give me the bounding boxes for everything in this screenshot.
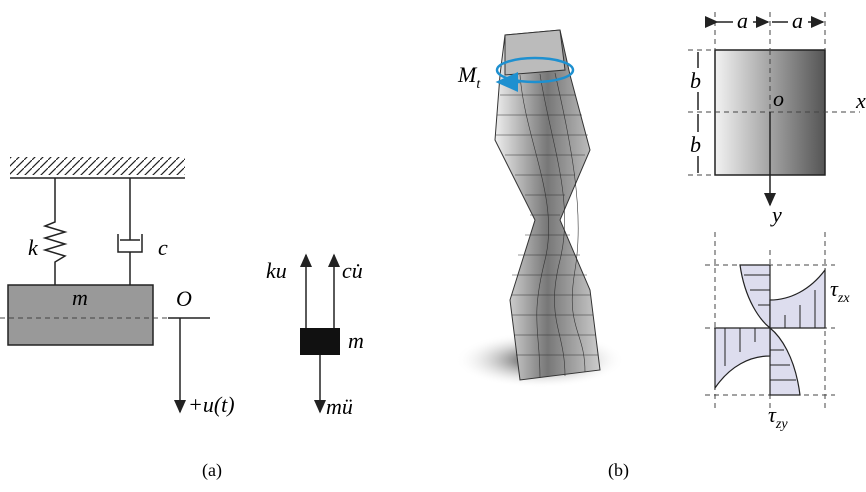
displacement-label: +u(t): [188, 392, 235, 417]
origin-label: o: [773, 86, 784, 111]
damper-force-label: cu̇: [342, 258, 363, 283]
stress-zy-label: τzy: [768, 402, 788, 432]
spring: [45, 178, 65, 285]
ceiling-hatch: [10, 157, 185, 175]
free-body-mass-label: m: [348, 328, 364, 353]
free-body-mass: [300, 328, 340, 355]
damper-label: c: [158, 235, 168, 260]
stress-zx-label: τzx: [830, 276, 850, 306]
x-axis-label: x: [855, 88, 866, 113]
panel-b: Mt a a b b o x y τzx τzy (b): [455, 8, 866, 481]
width-label: a: [737, 8, 748, 33]
width-label: a: [792, 8, 803, 33]
panel-a: k c m O +u(t) m ku cu̇ mü (a): [0, 157, 364, 481]
torque-symbol: M: [457, 62, 478, 87]
torque-label: Mt: [457, 62, 481, 92]
height-label: b: [690, 68, 701, 93]
caption-b: (b): [608, 460, 629, 481]
stress-zy-subscript: zy: [775, 417, 788, 432]
torque-subscript: t: [476, 77, 481, 92]
mass-label: m: [72, 285, 88, 310]
origin-label: O: [176, 286, 192, 311]
spring-force-label: ku: [266, 258, 287, 283]
spring-label: k: [28, 235, 39, 260]
damper: [118, 178, 142, 285]
inertia-label: mü: [326, 394, 353, 419]
caption-a: (a): [202, 460, 222, 481]
bar-top: [505, 30, 565, 75]
stress-zx-subscript: zx: [837, 291, 850, 306]
figure: k c m O +u(t) m ku cu̇ mü (a) Mt a a b b…: [0, 0, 866, 492]
height-label: b: [690, 132, 701, 157]
y-axis-label: y: [770, 202, 782, 227]
